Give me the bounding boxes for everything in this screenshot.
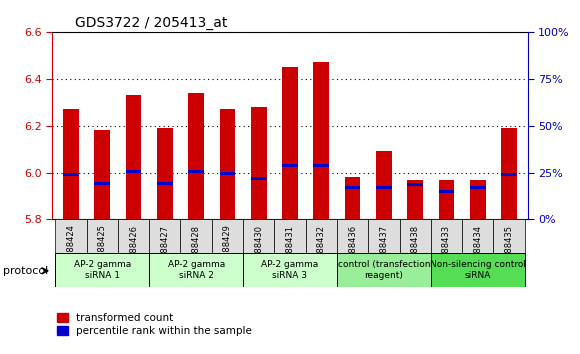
Bar (63, 109, 79, 219)
Bar (149, 219, 180, 253)
Text: GSM388432: GSM388432 (317, 224, 326, 275)
Text: GSM388436: GSM388436 (348, 224, 357, 276)
Bar (126, 95, 142, 219)
Bar (212, 219, 243, 253)
Bar (501, 128, 517, 219)
Bar (55, 219, 86, 253)
Bar (438, 179, 454, 219)
Bar (400, 219, 431, 253)
Text: GSM388426: GSM388426 (129, 224, 138, 275)
Text: GSM388438: GSM388438 (411, 224, 420, 276)
Bar (282, 164, 298, 167)
Bar (243, 219, 274, 253)
Bar (345, 177, 360, 219)
Bar (337, 253, 431, 287)
Bar (494, 219, 525, 253)
Bar (220, 109, 235, 219)
Bar (431, 219, 462, 253)
Bar (407, 179, 423, 219)
Bar (407, 183, 423, 186)
Bar (337, 219, 368, 253)
Text: control (transfection
reagent): control (transfection reagent) (338, 260, 430, 280)
Bar (368, 219, 400, 253)
Bar (63, 173, 79, 176)
Bar (431, 253, 525, 287)
Bar (345, 186, 360, 189)
Text: AP-2 gamma
siRNA 3: AP-2 gamma siRNA 3 (262, 260, 318, 280)
Text: GSM388437: GSM388437 (379, 224, 389, 276)
Bar (86, 219, 118, 253)
Bar (470, 186, 485, 189)
Bar (95, 182, 110, 185)
Text: GSM388435: GSM388435 (505, 224, 513, 275)
Bar (149, 253, 243, 287)
Bar (243, 253, 337, 287)
Text: GSM388434: GSM388434 (473, 224, 482, 275)
Bar (376, 186, 392, 189)
Bar (251, 107, 267, 219)
Text: protocol: protocol (3, 266, 48, 276)
Text: GSM388424: GSM388424 (67, 224, 75, 275)
Bar (306, 219, 337, 253)
Bar (220, 172, 235, 175)
Bar (438, 190, 454, 193)
Bar (118, 219, 149, 253)
Bar (313, 62, 329, 219)
Text: GSM388430: GSM388430 (254, 224, 263, 275)
Text: AP-2 gamma
siRNA 2: AP-2 gamma siRNA 2 (168, 260, 225, 280)
Text: GSM388433: GSM388433 (442, 224, 451, 276)
Bar (376, 152, 392, 219)
Bar (282, 67, 298, 219)
Text: GSM388427: GSM388427 (160, 224, 169, 275)
Bar (470, 179, 485, 219)
Legend: transformed count, percentile rank within the sample: transformed count, percentile rank withi… (57, 313, 252, 336)
Text: GSM388428: GSM388428 (191, 224, 201, 275)
Bar (180, 219, 212, 253)
Bar (157, 128, 173, 219)
Text: GDS3722 / 205413_at: GDS3722 / 205413_at (75, 16, 228, 30)
Bar (55, 253, 149, 287)
Text: GSM388431: GSM388431 (285, 224, 295, 275)
Bar (274, 219, 306, 253)
Text: GSM388429: GSM388429 (223, 224, 232, 275)
Text: GSM388425: GSM388425 (98, 224, 107, 275)
Bar (126, 170, 142, 173)
Text: AP-2 gamma
siRNA 1: AP-2 gamma siRNA 1 (74, 260, 131, 280)
Bar (188, 170, 204, 173)
Text: Non-silencing control
siRNA: Non-silencing control siRNA (430, 260, 525, 280)
Bar (251, 177, 267, 180)
Bar (95, 130, 110, 219)
Bar (462, 219, 494, 253)
Bar (313, 164, 329, 167)
Bar (188, 93, 204, 219)
Bar (157, 182, 173, 185)
Bar (501, 173, 517, 176)
